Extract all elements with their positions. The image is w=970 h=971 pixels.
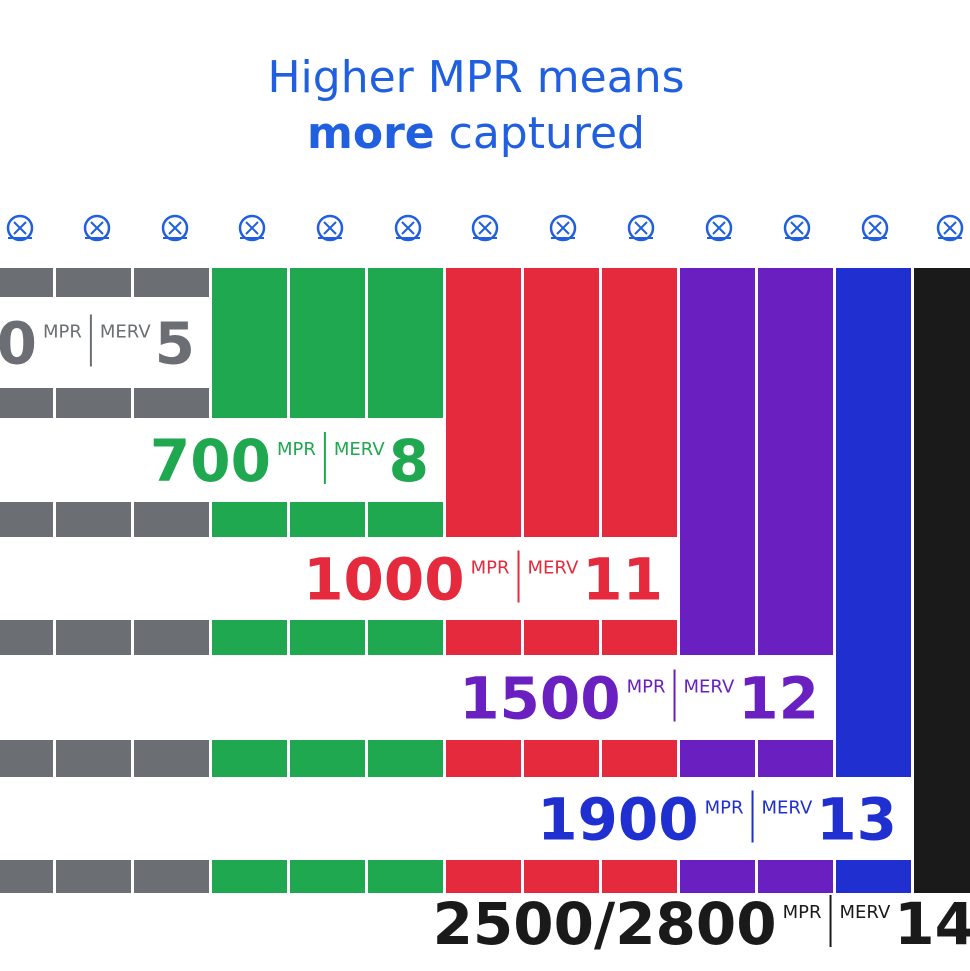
- merv-unit: MERV: [100, 322, 151, 343]
- mpr-number: 1000: [303, 546, 464, 614]
- merv-unit: MERV: [334, 439, 385, 460]
- column: [914, 268, 970, 893]
- merv-number: 13: [816, 786, 897, 854]
- merv-number: 8: [389, 427, 429, 495]
- mpr-unit: MPR: [277, 439, 316, 460]
- mpr-number: 2500/2800: [433, 890, 777, 958]
- mpr-number: 300: [0, 310, 37, 378]
- merv-unit: MERV: [762, 798, 813, 819]
- merv-number: 11: [582, 546, 663, 614]
- title-rest: captured: [449, 108, 645, 159]
- label-box: [0, 297, 209, 388]
- merv-unit: MERV: [528, 558, 579, 579]
- label-box: [0, 777, 911, 860]
- label-box: [0, 537, 677, 620]
- mpr-unit: MPR: [43, 322, 82, 343]
- mpr-number: 1500: [459, 665, 620, 733]
- title-line2: more captured: [307, 108, 645, 159]
- merv-unit: MERV: [684, 677, 735, 698]
- mpr-unit: MPR: [705, 798, 744, 819]
- label-box: [0, 418, 443, 502]
- mpr-number: 1900: [537, 786, 698, 854]
- merv-number: 5: [155, 310, 195, 378]
- merv-number: 12: [738, 665, 819, 733]
- mpr-unit: MPR: [627, 677, 666, 698]
- mpr-number: 700: [150, 427, 271, 495]
- title-line1: Higher MPR means: [267, 52, 684, 103]
- label-box: [0, 655, 833, 740]
- merv-number: 14: [894, 890, 970, 958]
- mpr-unit: MPR: [471, 558, 510, 579]
- mpr-unit: MPR: [783, 902, 822, 923]
- title-bold: more: [307, 108, 435, 159]
- icons: [6, 214, 964, 242]
- label-box: [0, 895, 970, 971]
- merv-unit: MERV: [840, 902, 891, 923]
